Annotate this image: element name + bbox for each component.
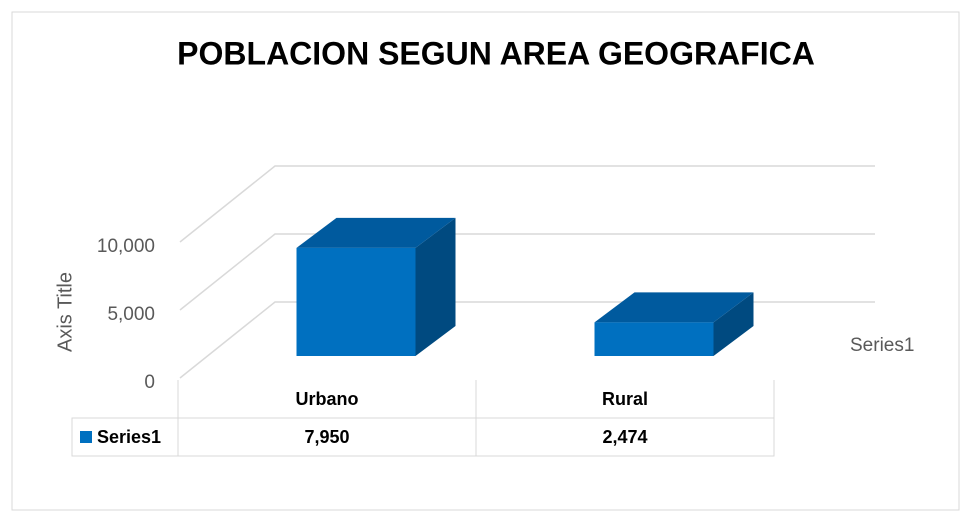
x-tick-label: Urbano xyxy=(296,389,359,409)
depth-axis-label: Series1 xyxy=(850,335,914,356)
chart-title: POBLACION SEGUN AREA GEOGRAFICA xyxy=(177,35,815,71)
legend-label: Series1 xyxy=(97,427,161,447)
bar-side xyxy=(713,292,754,356)
bar-top xyxy=(296,217,456,248)
bar-side xyxy=(415,217,456,356)
legend-key xyxy=(80,431,92,443)
y-axis-title: Axis Title xyxy=(54,272,76,352)
data-table-value: 2,474 xyxy=(602,427,647,447)
x-tick-label: Rural xyxy=(602,389,648,409)
data-table-value: 7,950 xyxy=(304,427,349,447)
y-tick-label: 5,000 xyxy=(107,304,155,325)
bar xyxy=(296,247,416,356)
bar-top xyxy=(594,292,754,323)
y-tick-label: 10,000 xyxy=(97,236,155,257)
grid-line xyxy=(179,165,875,243)
grid-line xyxy=(179,233,875,311)
bar xyxy=(594,322,714,356)
chart-border xyxy=(11,11,960,511)
y-tick-label: 0 xyxy=(144,372,155,393)
